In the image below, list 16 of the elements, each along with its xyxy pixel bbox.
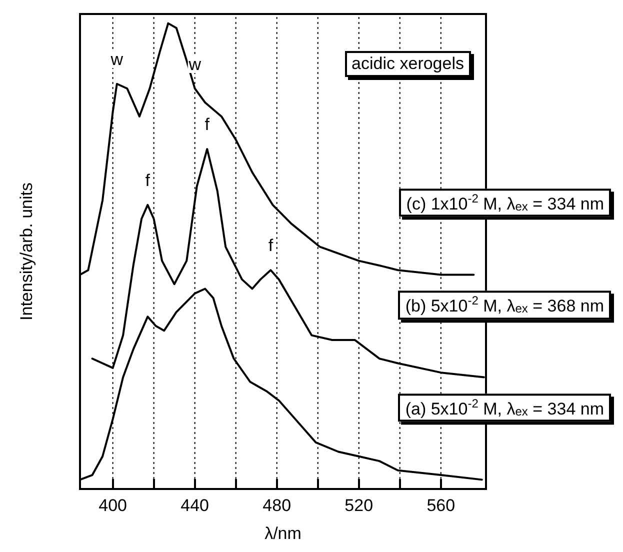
- annotation: f: [204, 115, 210, 134]
- annotation: acidic xerogels: [344, 51, 471, 77]
- x-tick-label: 400: [98, 496, 127, 515]
- text: (c) 1x10$^{-2}$ M, λ$_{ex}$ = 334 nm: [399, 188, 611, 218]
- x-tick-label: 440: [180, 496, 210, 515]
- x-tick-label: 560: [426, 496, 456, 515]
- annotation: f: [267, 236, 274, 256]
- x-axis-title: λ/nm: [264, 524, 302, 543]
- annotation: f: [144, 170, 152, 190]
- annotation: w: [110, 50, 124, 69]
- y-axis-title: Intensity/arb. units: [17, 182, 36, 320]
- x-tick-label: 520: [344, 496, 374, 515]
- x-tick-label: 480: [262, 496, 292, 515]
- text: (b) 5x10$^{-2}$ M, λ$_{ex}$ = 368 nm: [398, 290, 611, 320]
- annotation: w: [188, 54, 202, 74]
- text: (a) 5x10$^{-2}$ M, λ$_{ex}$ = 334 nm: [398, 393, 611, 422]
